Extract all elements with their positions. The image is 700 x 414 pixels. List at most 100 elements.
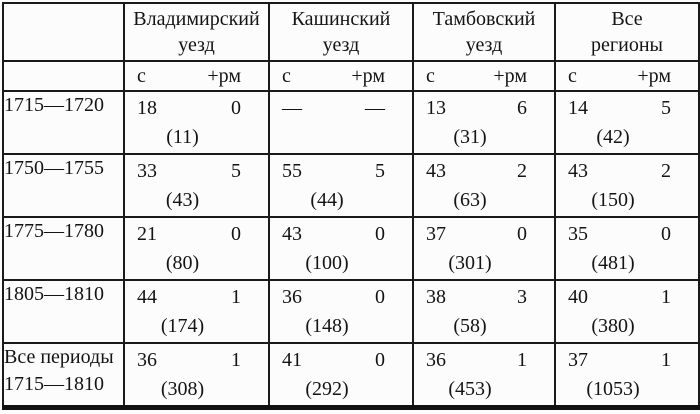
value-c: 37 — [426, 222, 446, 245]
period-label-line2: 1715—1810 — [4, 372, 104, 395]
measure-header-cell: с +рм — [554, 60, 700, 92]
value-n: (58) — [453, 314, 487, 337]
value-c: 38 — [426, 285, 446, 308]
value-n: (44) — [310, 188, 344, 211]
data-row-all-periods: Все периоды 1715—1810 36 1 (308) 41 0 (2… — [2, 341, 700, 410]
value-c: 41 — [282, 348, 302, 371]
value-c: — — [282, 97, 302, 119]
data-cell: 14 5 (42) — [554, 90, 700, 155]
measure-c-label: с — [137, 65, 146, 87]
period-label: 1750—1755 — [2, 152, 125, 218]
data-cell: 13 6 (31) — [412, 90, 556, 155]
value-pm: 1 — [517, 348, 527, 371]
measure-pm-label: +рм — [351, 65, 385, 87]
data-cell: 18 0 (11) — [123, 90, 270, 155]
region-title-line2: уезд — [322, 34, 360, 56]
value-c: 33 — [137, 159, 157, 182]
value-pm: — — [365, 97, 385, 119]
value-n: (292) — [305, 377, 349, 400]
value-c: 43 — [282, 222, 302, 245]
value-pm: 0 — [375, 285, 385, 308]
corner-cell-bottom — [2, 60, 125, 92]
value-pm: 0 — [231, 97, 241, 119]
region-header-tambovsky: Тамбовский уезд — [412, 2, 556, 62]
data-cell: 37 0 (301) — [412, 215, 556, 281]
value-c: 35 — [568, 222, 588, 245]
value-pm: 1 — [231, 285, 241, 308]
region-title-line1: Все — [611, 8, 643, 30]
period-label: 1805—1810 — [2, 278, 125, 344]
region-title-line1: Владимирский — [133, 8, 260, 30]
value-pm: 2 — [661, 159, 671, 182]
value-pm: 1 — [661, 285, 671, 308]
value-pm: 0 — [517, 222, 527, 245]
measure-pm-label: +рм — [493, 65, 527, 87]
data-row-1750-1755: 1750—1755 33 5 (43) 55 5 (44) 43 — [2, 152, 700, 218]
value-c: 13 — [426, 97, 446, 119]
data-cell: 44 1 (174) — [123, 278, 270, 344]
data-cell: 36 1 (308) — [123, 341, 270, 410]
data-row-1775-1780: 1775—1780 21 0 (80) 43 0 (100) 37 — [2, 215, 700, 281]
value-pm: 0 — [375, 348, 385, 371]
data-cell: — — — [268, 90, 414, 155]
period-label: Все периоды 1715—1810 — [2, 341, 125, 410]
data-cell: 43 0 (100) — [268, 215, 414, 281]
value-n: (380) — [591, 314, 635, 337]
data-cell: 43 2 (150) — [554, 152, 700, 218]
value-n: (43) — [165, 188, 200, 211]
region-title-line1: Кашинский — [291, 8, 391, 30]
value-c: 55 — [282, 159, 302, 182]
value-n: (63) — [453, 188, 487, 211]
period-label-line1: 1750—1755 — [4, 156, 104, 179]
value-n: (31) — [453, 126, 487, 148]
period-label-line1: Все периоды — [4, 345, 114, 368]
measure-c-label: с — [568, 65, 577, 87]
value-c: 43 — [426, 159, 446, 182]
period-label-line1: 1775—1780 — [4, 219, 104, 242]
data-row-1715-1720: 1715—1720 18 0 (11) — — 13 — [2, 90, 700, 155]
data-cell: 21 0 (80) — [123, 215, 270, 281]
measure-pm-label: +рм — [207, 65, 241, 87]
corner-cell-top — [2, 2, 125, 62]
value-c: 21 — [137, 222, 157, 245]
measure-pm-label: +рм — [637, 65, 671, 87]
value-c: 36 — [282, 285, 302, 308]
value-pm: 0 — [231, 222, 241, 245]
data-row-1805-1810: 1805—1810 44 1 (174) 36 0 (148) 38 — [2, 278, 700, 344]
period-label-line1: 1715—1720 — [4, 94, 104, 116]
header-row-regions: Владимирский уезд Кашинский уезд Тамбовс… — [2, 2, 700, 62]
data-cell: 43 2 (63) — [412, 152, 556, 218]
value-pm: 3 — [517, 285, 527, 308]
value-pm: 1 — [661, 348, 671, 371]
value-n: (453) — [448, 377, 492, 400]
value-pm: 1 — [231, 348, 241, 371]
value-pm: 2 — [517, 159, 527, 182]
value-c: 36 — [426, 348, 446, 371]
period-label: 1715—1720 — [2, 90, 125, 155]
data-cell: 40 1 (380) — [554, 278, 700, 344]
data-cell: 33 5 (43) — [123, 152, 270, 218]
region-title-line2: регионы — [591, 34, 663, 56]
data-cell: 55 5 (44) — [268, 152, 414, 218]
measure-header-cell: с +рм — [412, 60, 556, 92]
data-cell: 36 1 (453) — [412, 341, 556, 410]
region-header-vladimirsky: Владимирский уезд — [123, 2, 270, 62]
value-c: 18 — [137, 97, 157, 119]
region-header-all-regions: Все регионы — [554, 2, 700, 62]
value-n: (301) — [448, 251, 492, 274]
value-n: (148) — [305, 314, 349, 337]
region-header-kashinsky: Кашинский уезд — [268, 2, 414, 62]
value-c: 36 — [137, 348, 157, 371]
value-n: (308) — [160, 377, 205, 400]
value-n: (80) — [165, 251, 200, 274]
measure-header-cell: с +рм — [123, 60, 270, 92]
period-label-line1: 1805—1810 — [4, 282, 104, 305]
measure-header-cell: с +рм — [268, 60, 414, 92]
region-title-line2: уезд — [178, 34, 215, 56]
region-title-line2: уезд — [465, 34, 503, 56]
value-n: (1053) — [586, 377, 640, 400]
header-row-measures: с +рм с +рм с +рм с +рм — [2, 60, 700, 92]
value-pm: 0 — [375, 222, 385, 245]
